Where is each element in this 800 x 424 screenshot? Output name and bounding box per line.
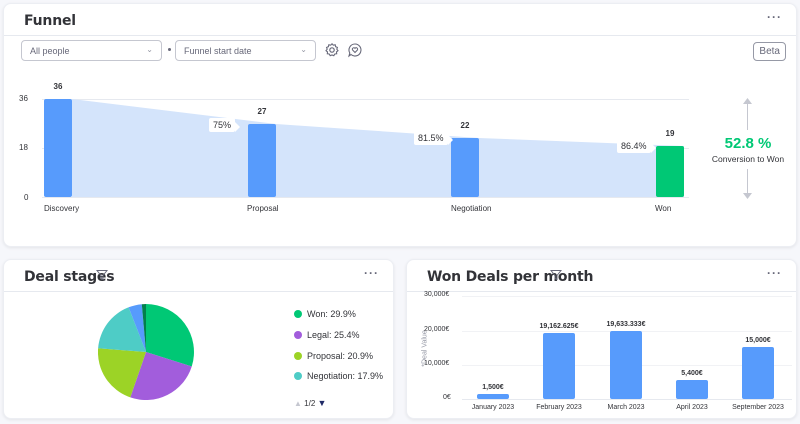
category-september-2023: September 2023: [732, 404, 784, 411]
conversion-tag-won: 86.4%: [617, 139, 655, 153]
legend-item-negotiation[interactable]: Negotiation: 17.9%: [294, 371, 383, 381]
people-filter-value: All people: [30, 46, 70, 56]
conversion-tag-negotiation: 81.5%: [414, 131, 452, 145]
bar-february-2023[interactable]: [543, 333, 575, 399]
date-filter-value: Funnel start date: [184, 46, 252, 56]
gridline: [462, 399, 792, 400]
funnel-more-button[interactable]: ···: [767, 10, 782, 24]
category-march-2023: March 2023: [607, 404, 645, 411]
gridline: [42, 197, 689, 198]
deal-stages-title: Deal stages: [24, 269, 115, 285]
funnel-widget: Funnel ··· All people ⌄ Funnel start dat…: [3, 3, 797, 247]
y-tick-18: 18: [19, 143, 28, 152]
y-tick-10000: 10,000€: [424, 360, 450, 367]
funnel-area: [72, 99, 684, 197]
deal-stages-pie[interactable]: [98, 304, 194, 400]
chevron-down-icon: ⌄: [300, 45, 307, 54]
conversion-value: 52.8 %: [724, 135, 772, 152]
category-won: Won: [655, 204, 672, 213]
legend-label: Won: 29.9%: [307, 309, 356, 319]
pager-up-icon[interactable]: ▲: [294, 399, 302, 408]
arrow-down-line: [747, 169, 748, 194]
deal-stages-more-button[interactable]: ···: [364, 266, 379, 280]
legend-item-won[interactable]: Won: 29.9%: [294, 309, 356, 319]
won-deals-title: Won Deals per month: [427, 269, 594, 285]
legend-dot: [294, 352, 302, 360]
legend-label: Proposal: 20.9%: [307, 351, 374, 361]
won-deals-header: Won Deals per month ···: [407, 260, 796, 292]
people-filter-select[interactable]: All people ⌄: [21, 40, 162, 61]
funnel-value-won: 19: [665, 129, 675, 138]
conversion-tag-proposal: 75%: [209, 118, 241, 132]
conversion-label: Conversion to Won: [711, 154, 785, 164]
value-january-2023: 1,500€: [482, 384, 504, 391]
funnel-title: Funnel: [24, 13, 76, 29]
gridline: [462, 296, 792, 297]
y-tick-0: 0€: [443, 394, 451, 401]
funnel-header: Funnel ···: [4, 4, 796, 36]
value-september-2023: 15,000€: [745, 337, 771, 344]
category-april-2023: April 2023: [676, 404, 708, 411]
legend-dot: [294, 372, 302, 380]
y-tick-30000: 30,000€: [424, 291, 450, 298]
pager-down-icon[interactable]: ▼: [317, 398, 327, 408]
value-march-2023: 19,633.333€: [606, 321, 646, 328]
legend-label: Legal: 25.4%: [307, 330, 360, 340]
category-proposal: Proposal: [247, 204, 279, 213]
funnel-bar-negotiation[interactable]: [451, 138, 479, 197]
legend-item-truncated: [294, 392, 364, 394]
beta-badge: Beta: [753, 42, 786, 61]
y-tick-36: 36: [19, 94, 28, 103]
legend-item-legal[interactable]: Legal: 25.4%: [294, 330, 360, 340]
funnel-value-discovery: 36: [53, 82, 63, 91]
y-tick-0: 0: [24, 193, 29, 202]
filter-icon[interactable]: [550, 269, 562, 281]
deal-stages-widget: Deal stages ··· Won: 29.9% Legal: 25.4% …: [3, 259, 394, 419]
won-deals-widget: Won Deals per month ··· *Deal Value 30,0…: [406, 259, 797, 419]
funnel-bar-won[interactable]: [656, 146, 684, 197]
date-filter-select[interactable]: Funnel start date ⌄: [175, 40, 316, 61]
category-discovery: Discovery: [44, 204, 80, 213]
chat-heart-icon[interactable]: [347, 42, 363, 58]
won-deals-more-button[interactable]: ···: [767, 266, 782, 280]
funnel-value-proposal: 27: [257, 107, 267, 116]
bar-january-2023[interactable]: [477, 394, 509, 399]
arrow-up-icon: [743, 98, 752, 104]
category-january-2023: January 2023: [471, 404, 515, 411]
arrow-down-icon: [743, 193, 752, 199]
legend-dot: [294, 331, 302, 339]
bar-april-2023[interactable]: [676, 380, 708, 399]
legend-pager: ▲ 1/2 ▼: [294, 398, 326, 408]
gridline: [42, 99, 689, 100]
funnel-bar-discovery[interactable]: [44, 99, 72, 197]
bar-march-2023[interactable]: [610, 331, 642, 399]
funnel-bar-proposal[interactable]: [248, 124, 276, 197]
deal-stages-header: Deal stages ···: [4, 260, 393, 292]
legend-label: Negotiation: 17.9%: [307, 371, 384, 381]
category-february-2023: February 2023: [536, 404, 582, 411]
bar-september-2023[interactable]: [742, 347, 774, 399]
filter-separator: [168, 48, 171, 51]
funnel-value-negotiation: 22: [460, 121, 470, 130]
arrow-up-line: [747, 102, 748, 130]
value-april-2023: 5,400€: [681, 370, 703, 377]
legend-dot: [294, 310, 302, 318]
chevron-down-icon: ⌄: [146, 45, 153, 54]
value-february-2023: 19,162.625€: [539, 323, 579, 330]
category-negotiation: Negotiation: [451, 204, 492, 213]
pager-label: 1/2: [304, 399, 316, 408]
gear-icon[interactable]: [324, 42, 340, 58]
filter-icon[interactable]: [96, 269, 108, 281]
legend-item-proposal[interactable]: Proposal: 20.9%: [294, 351, 373, 361]
y-tick-20000: 20,000€: [424, 326, 450, 333]
